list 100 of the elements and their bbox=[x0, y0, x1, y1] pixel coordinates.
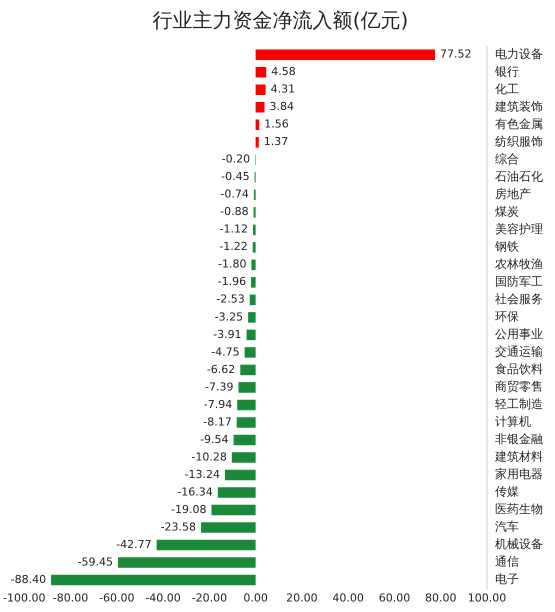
y-tick-label: 银行 bbox=[494, 64, 519, 78]
x-tick-label: -80.00 bbox=[52, 591, 88, 604]
y-tick-label: 社会服务 bbox=[495, 292, 543, 306]
y-tick-label: 化工 bbox=[495, 82, 519, 96]
data-label: -19.08 bbox=[171, 502, 206, 516]
data-label: -1.96 bbox=[218, 275, 246, 288]
data-label: -3.25 bbox=[214, 310, 244, 324]
data-label: -7.94 bbox=[204, 398, 232, 411]
data-label: -23.58 bbox=[160, 520, 196, 534]
data-label: -9.54 bbox=[200, 432, 229, 446]
data-label: -7.39 bbox=[205, 380, 234, 394]
data-label: 1.56 bbox=[264, 118, 289, 131]
data-label: -16.34 bbox=[177, 485, 213, 498]
bar bbox=[253, 224, 256, 236]
y-tick-label: 传媒 bbox=[495, 484, 519, 499]
y-tick-label: 机械设备 bbox=[495, 537, 543, 552]
y-tick-label: 电力设备 bbox=[495, 46, 543, 61]
x-tick-label: 20.00 bbox=[286, 591, 318, 604]
bar bbox=[237, 400, 256, 410]
x-tick-label: -40.00 bbox=[145, 591, 181, 604]
bar bbox=[201, 522, 256, 533]
y-tick-label: 医药生物 bbox=[495, 502, 543, 516]
y-tick-label: 煤炭 bbox=[495, 204, 519, 218]
bar bbox=[256, 50, 435, 60]
data-label: -1.22 bbox=[219, 240, 248, 254]
x-tick-label: 40.00 bbox=[332, 591, 364, 604]
y-tick-label: 钢铁 bbox=[494, 239, 519, 254]
data-label: -0.20 bbox=[222, 152, 250, 166]
bar bbox=[256, 120, 260, 130]
bar bbox=[248, 312, 256, 323]
x-tick-label: -100.00 bbox=[2, 591, 46, 604]
data-label: 4.31 bbox=[270, 82, 296, 96]
data-label: -59.45 bbox=[78, 555, 114, 568]
y-tick-label: 美容护理 bbox=[495, 222, 543, 236]
y-tick-label: 轻工制造 bbox=[495, 397, 543, 412]
data-label: -0.88 bbox=[220, 205, 249, 218]
bar bbox=[251, 260, 256, 270]
bar bbox=[236, 417, 256, 428]
data-label: -1.12 bbox=[220, 222, 248, 236]
bar bbox=[118, 557, 256, 568]
data-label: -88.40 bbox=[10, 572, 46, 586]
bar bbox=[250, 294, 256, 306]
data-label: -13.24 bbox=[184, 468, 220, 481]
bar bbox=[224, 470, 256, 480]
data-label: -6.62 bbox=[206, 362, 236, 376]
x-tick-label: 0.00 bbox=[243, 591, 268, 604]
bar bbox=[246, 330, 256, 340]
y-tick-label: 建筑装饰 bbox=[494, 99, 543, 114]
y-tick-label: 商贸零售 bbox=[495, 380, 543, 394]
data-label: -8.17 bbox=[203, 415, 232, 428]
data-label: -1.80 bbox=[218, 258, 246, 271]
bar bbox=[256, 137, 259, 148]
data-label: -3.91 bbox=[213, 328, 242, 341]
bar bbox=[251, 277, 256, 288]
y-tick-label: 计算机 bbox=[495, 414, 531, 429]
y-tick-label: 公用事业 bbox=[495, 327, 543, 342]
x-tick-label: 60.00 bbox=[378, 591, 410, 604]
data-label: 3.84 bbox=[270, 100, 294, 114]
data-label: 77.52 bbox=[440, 48, 472, 61]
y-tick-label: 石油石化 bbox=[495, 169, 543, 184]
y-tick-label: 家用电器 bbox=[495, 467, 543, 482]
bar bbox=[256, 67, 266, 78]
y-tick-label: 通信 bbox=[495, 554, 519, 569]
data-label: -4.75 bbox=[211, 345, 240, 358]
bar bbox=[238, 382, 256, 393]
y-tick-label: 综合 bbox=[495, 152, 519, 166]
y-tick-label: 有色金属 bbox=[495, 116, 543, 131]
data-label: -0.45 bbox=[221, 170, 250, 184]
x-tick-label: 100.00 bbox=[468, 591, 506, 604]
bar bbox=[234, 434, 256, 446]
data-label: -42.77 bbox=[116, 538, 152, 551]
y-tick-label: 汽车 bbox=[495, 520, 519, 534]
y-tick-label: 房地产 bbox=[495, 186, 531, 201]
y-tick-label: 非银金融 bbox=[495, 432, 543, 446]
bar bbox=[244, 347, 256, 358]
x-tick-label: -20.00 bbox=[192, 591, 228, 604]
chart-title: 行业主力资金净流入额(亿元) bbox=[152, 8, 408, 32]
bar bbox=[211, 504, 256, 516]
y-tick-label: 农林牧渔 bbox=[495, 256, 543, 271]
data-label: 4.58 bbox=[271, 65, 296, 78]
y-tick-label: 建筑材料 bbox=[494, 450, 543, 464]
data-label: -2.53 bbox=[216, 292, 245, 306]
bar bbox=[256, 102, 264, 113]
data-label: -0.74 bbox=[220, 188, 249, 201]
y-tick-label: 环保 bbox=[495, 310, 519, 324]
y-tick-label: 食品饮料 bbox=[495, 362, 543, 376]
y-tick-label: 交通运输 bbox=[495, 344, 543, 359]
bar bbox=[240, 364, 256, 376]
data-label: 1.37 bbox=[264, 135, 288, 148]
bar bbox=[256, 84, 266, 96]
y-tick-label: 国防军工 bbox=[495, 274, 543, 289]
y-tick-label: 纺织服饰 bbox=[495, 134, 543, 148]
bar bbox=[218, 487, 256, 498]
bar bbox=[156, 540, 256, 550]
data-label: -10.28 bbox=[191, 450, 227, 464]
bar bbox=[51, 574, 256, 586]
x-tick-label: -60.00 bbox=[99, 591, 135, 604]
x-tick-label: 80.00 bbox=[424, 591, 456, 604]
bar bbox=[232, 452, 256, 463]
y-tick-label: 电子 bbox=[495, 572, 519, 586]
